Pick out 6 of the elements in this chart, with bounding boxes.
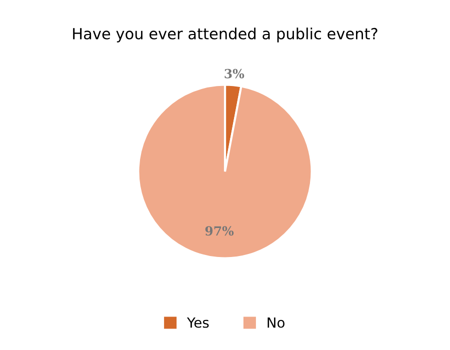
pie-slice bbox=[137, 84, 313, 260]
data-label: 3% bbox=[224, 68, 244, 78]
chart-title: Have you ever attended a public event? bbox=[73, 28, 378, 42]
legend-label: Yes bbox=[186, 317, 209, 328]
data-label: 97% bbox=[205, 226, 234, 236]
legend-label: No bbox=[268, 317, 284, 328]
